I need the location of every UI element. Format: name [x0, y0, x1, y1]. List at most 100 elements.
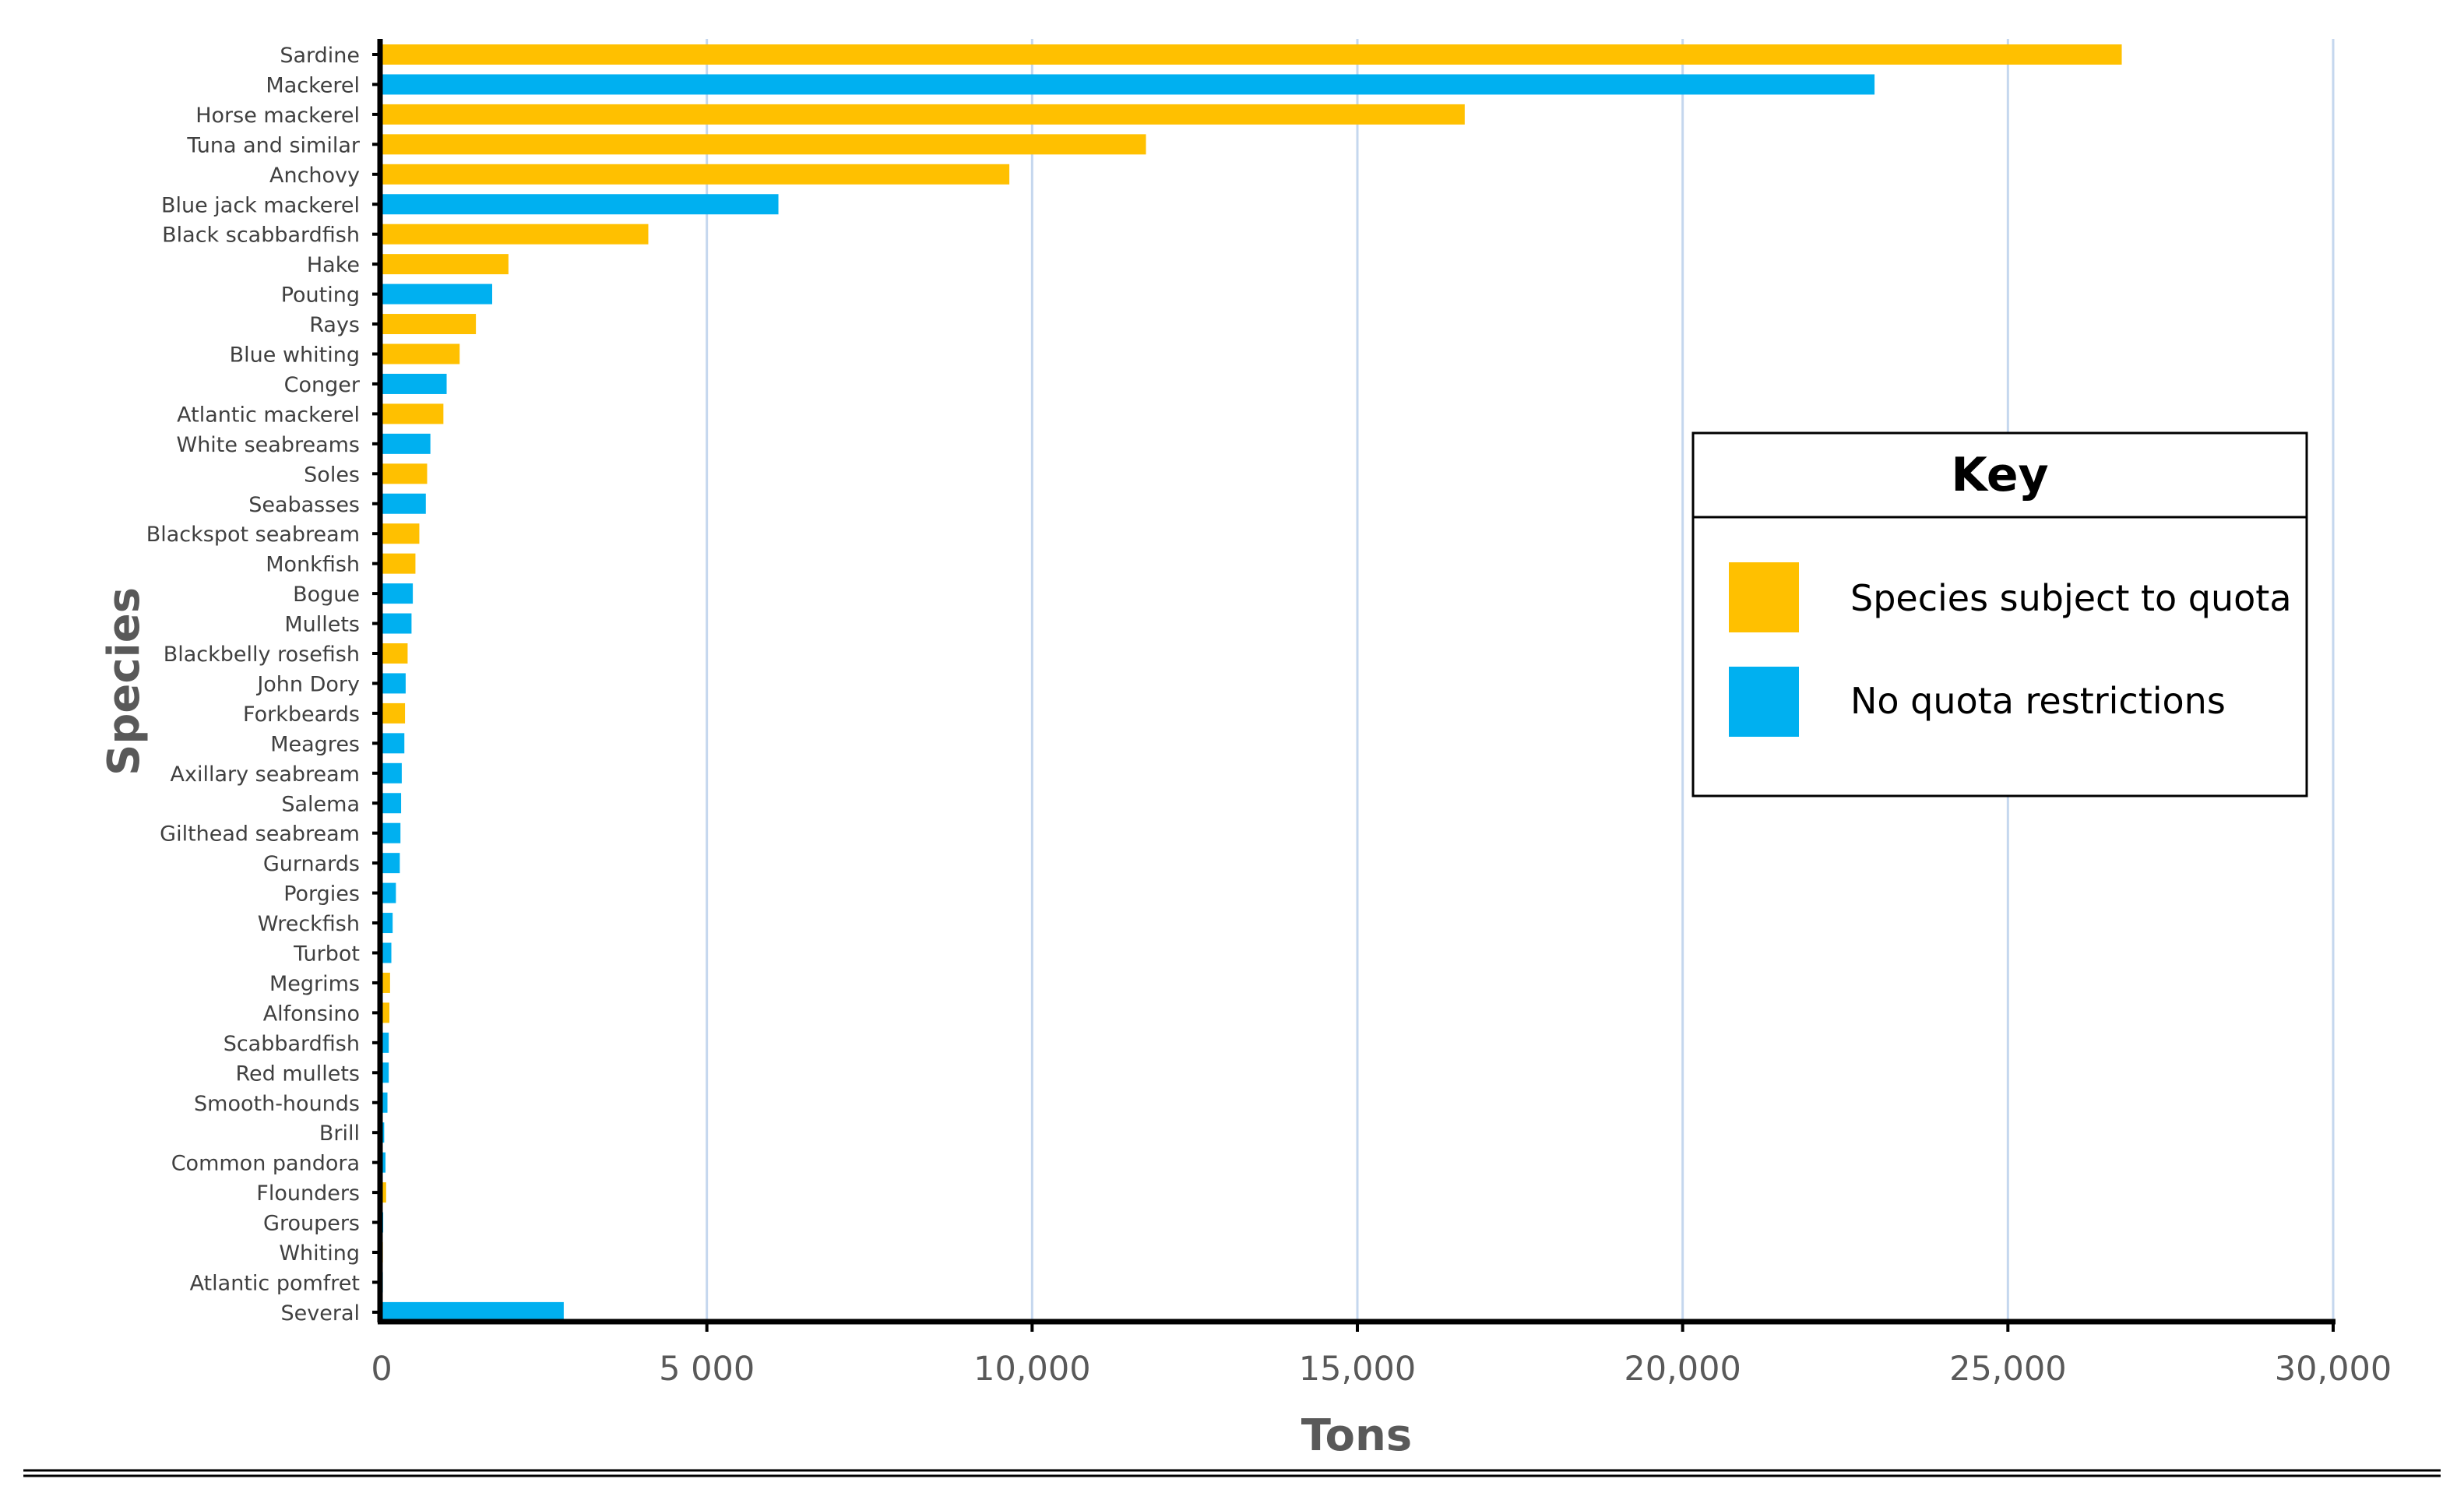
category-label-mackerel: Mackerel	[266, 73, 360, 97]
bar-pouting	[382, 283, 493, 305]
category-label-blue-whiting: Blue whiting	[230, 343, 360, 368]
category-label-atlantic-mackerel: Atlantic mackerel	[177, 403, 360, 427]
category-label-atlantic-pomfret: Atlantic pomfret	[190, 1271, 360, 1295]
category-label-brill: Brill	[319, 1121, 360, 1146]
bar-meagres	[382, 733, 405, 754]
x-tick-label-30000: 30,000	[2275, 1350, 2392, 1389]
bar-layer	[382, 44, 2122, 1322]
bar-mullets	[382, 613, 412, 634]
bar-alfonsino	[382, 1002, 390, 1023]
category-label-blue-jack-mackerel: Blue jack mackerel	[161, 193, 360, 217]
category-label-whiting: Whiting	[279, 1241, 360, 1266]
bar-axillary-seabream	[382, 762, 402, 783]
x-tick-label-20000: 20,000	[1624, 1350, 1741, 1389]
legend-swatch-no-quota	[1729, 667, 1799, 737]
x-axis-title: Tons	[1301, 1410, 1412, 1461]
category-label-several: Several	[281, 1301, 361, 1326]
category-label-alfonsino: Alfonsino	[263, 1002, 360, 1026]
category-label-mullets: Mullets	[284, 613, 360, 637]
legend: Key Species subject to quota No quota re…	[1691, 431, 2308, 798]
category-label-meagres: Meagres	[270, 732, 360, 756]
bar-smooth-hounds	[382, 1092, 388, 1113]
bar-blackspot-seabream	[382, 523, 420, 544]
bar-black-scabbardfish	[382, 224, 649, 245]
bar-gilthead-seabream	[382, 822, 401, 843]
category-label-soles: Soles	[304, 463, 360, 487]
bar-white-seabreams	[382, 433, 431, 454]
bar-red-mullets	[382, 1062, 389, 1083]
bar-scabbardfish	[382, 1032, 389, 1053]
category-label-pouting: Pouting	[281, 283, 360, 308]
category-label-megrims: Megrims	[269, 972, 360, 996]
legend-label-no-quota: No quota restrictions	[1850, 680, 2226, 722]
legend-label-quota: Species subject to quota	[1850, 577, 2292, 619]
category-label-tuna-and-similar: Tuna and similar	[186, 133, 361, 157]
x-tick-label-10000: 10,000	[973, 1350, 1090, 1389]
category-label-groupers: Groupers	[263, 1212, 360, 1236]
category-label-rays: Rays	[309, 313, 360, 337]
category-label-gilthead-seabream: Gilthead seabream	[160, 822, 360, 847]
category-label-salema: Salema	[281, 792, 360, 816]
bar-porgies	[382, 882, 396, 903]
bar-hake	[382, 254, 509, 275]
bar-rays	[382, 314, 477, 335]
category-label-wreckfish: Wreckfish	[258, 912, 360, 936]
category-label-black-scabbardfish: Black scabbardfish	[162, 224, 360, 248]
tick-layer: 0 5 000 10,000 15,000 20,000 25,000 30,000	[371, 53, 2392, 1389]
bar-monkfish	[382, 553, 416, 574]
bar-soles	[382, 463, 428, 484]
legend-title: Key	[1951, 448, 2048, 502]
bar-john-dory	[382, 673, 406, 694]
x-tick-label-15000: 15,000	[1299, 1350, 1416, 1389]
bar-anchovy	[382, 164, 1010, 185]
category-label-forkbeards: Forkbeards	[243, 702, 360, 727]
category-label-monkfish: Monkfish	[266, 553, 360, 577]
x-tick-label-5000: 5 000	[659, 1350, 755, 1389]
bar-seabasses	[382, 493, 426, 514]
bar-megrims	[382, 972, 390, 993]
footer-rule	[23, 1469, 2441, 1477]
bar-atlantic-mackerel	[382, 403, 444, 424]
bar-flounders	[382, 1182, 386, 1203]
category-label-blackspot-seabream: Blackspot seabream	[146, 523, 360, 547]
category-label-turbot: Turbot	[293, 942, 360, 967]
category-label-john-dory: John Dory	[255, 672, 360, 696]
category-label-porgies: Porgies	[283, 882, 360, 907]
category-label-axillary-seabream: Axillary seabream	[171, 762, 361, 787]
bar-tuna-and-similar	[382, 134, 1146, 155]
bar-forkbeards	[382, 702, 406, 724]
bar-bogue	[382, 583, 414, 604]
category-label-hake: Hake	[307, 253, 360, 277]
bar-turbot	[382, 942, 392, 963]
category-label-horse-mackerel: Horse mackerel	[195, 104, 360, 128]
category-label-anchovy: Anchovy	[269, 164, 360, 188]
category-label-smooth-hounds: Smooth-hounds	[194, 1092, 360, 1116]
x-tick-label-0: 0	[371, 1350, 392, 1389]
bar-blue-whiting	[382, 343, 460, 364]
y-axis-title: Species	[99, 587, 150, 776]
label-layer: Sardine Mackerel Horse mackerel Tuna and si…	[146, 44, 361, 1326]
bar-wreckfish	[382, 913, 393, 934]
category-label-flounders: Flounders	[256, 1181, 360, 1206]
bar-conger	[382, 373, 447, 394]
category-label-bogue: Bogue	[293, 583, 360, 607]
bar-salema	[382, 793, 402, 814]
bar-brill	[382, 1122, 385, 1143]
category-label-sardine: Sardine	[280, 44, 360, 68]
category-label-scabbardfish: Scabbardfish	[224, 1032, 360, 1056]
bar-gurnards	[382, 853, 400, 874]
bar-blue-jack-mackerel	[382, 194, 779, 215]
bar-sardine	[382, 44, 2122, 65]
category-label-seabasses: Seabasses	[248, 493, 360, 517]
category-label-white-seabreams: White seabreams	[177, 433, 361, 457]
category-label-conger: Conger	[284, 373, 361, 397]
bar-blackbelly-rosefish	[382, 643, 408, 664]
category-label-red-mullets: Red mullets	[235, 1062, 360, 1086]
bar-horse-mackerel	[382, 104, 1465, 125]
bar-common-pandora	[382, 1152, 386, 1173]
x-tick-label-25000: 25,000	[1949, 1350, 2066, 1389]
category-label-gurnards: Gurnards	[263, 852, 360, 876]
category-label-blackbelly-rosefish: Blackbelly rosefish	[164, 643, 360, 667]
